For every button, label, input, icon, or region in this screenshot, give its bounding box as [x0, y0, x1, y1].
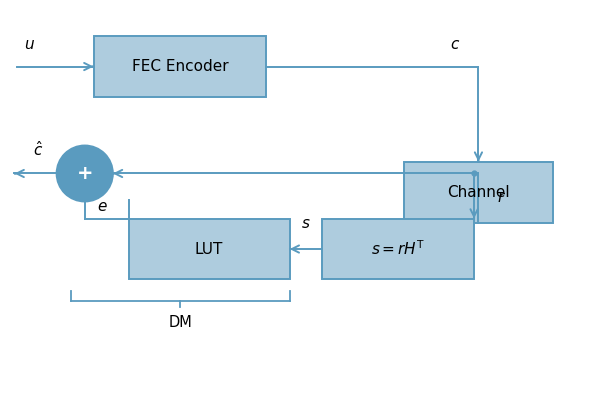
Text: $r$: $r$ [498, 191, 506, 205]
Text: LUT: LUT [195, 242, 223, 257]
Text: $s = rH^\mathrm{T}$: $s = rH^\mathrm{T}$ [371, 240, 425, 258]
Text: +: + [76, 164, 93, 183]
Text: Channel: Channel [447, 185, 510, 200]
Text: FEC Encoder: FEC Encoder [132, 59, 228, 74]
Text: DM: DM [168, 315, 192, 330]
Text: $s$: $s$ [301, 217, 310, 230]
FancyBboxPatch shape [322, 219, 474, 279]
FancyBboxPatch shape [93, 36, 266, 97]
Text: $c$: $c$ [450, 38, 460, 52]
FancyBboxPatch shape [129, 219, 290, 279]
Text: $u$: $u$ [24, 38, 35, 52]
Text: $\hat{c}$: $\hat{c}$ [33, 140, 43, 160]
FancyBboxPatch shape [404, 162, 553, 222]
Ellipse shape [57, 146, 113, 201]
Text: $e$: $e$ [97, 200, 108, 214]
